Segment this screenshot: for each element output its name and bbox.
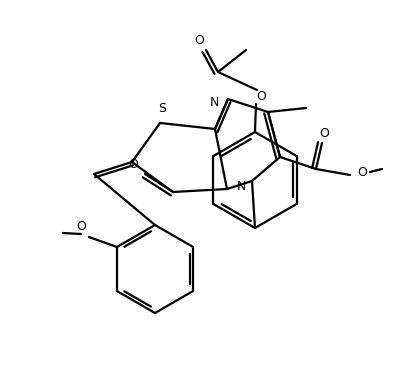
Text: O: O — [194, 34, 203, 46]
Text: N: N — [236, 181, 245, 193]
Text: O: O — [255, 89, 265, 103]
Text: N: N — [209, 97, 218, 109]
Text: S: S — [158, 103, 166, 115]
Text: O: O — [76, 221, 86, 233]
Text: O: O — [318, 127, 328, 141]
Text: O: O — [356, 167, 366, 179]
Text: O: O — [128, 158, 138, 172]
